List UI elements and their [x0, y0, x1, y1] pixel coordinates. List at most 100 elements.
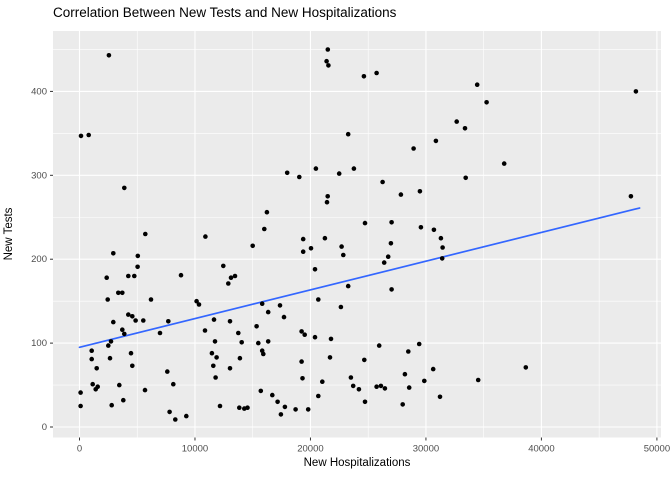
- data-point: [338, 304, 344, 310]
- data-point: [400, 402, 406, 407]
- data-point: [261, 351, 266, 357]
- data-point: [299, 329, 304, 334]
- data-point: [462, 126, 468, 131]
- data-point: [324, 199, 330, 205]
- data-point: [316, 393, 321, 399]
- data-point: [94, 366, 99, 371]
- data-point: [284, 170, 290, 176]
- data-point: [122, 185, 127, 191]
- data-point: [484, 100, 489, 105]
- data-point: [374, 384, 379, 390]
- data-point: [348, 375, 354, 380]
- data-point: [305, 407, 311, 412]
- data-point: [226, 281, 231, 286]
- data-point: [430, 366, 436, 372]
- data-point: [255, 340, 261, 346]
- data-point: [116, 290, 121, 296]
- data-point: [211, 363, 216, 369]
- data-point: [227, 319, 233, 324]
- data-point: [143, 231, 148, 237]
- data-point: [440, 245, 445, 250]
- data-point: [86, 132, 91, 138]
- data-point: [227, 366, 233, 371]
- data-point: [313, 166, 319, 171]
- y-axis-title: New Tests: [3, 207, 15, 261]
- data-point: [142, 387, 148, 393]
- data-point: [270, 392, 275, 398]
- data-point: [111, 251, 116, 256]
- data-point: [361, 74, 367, 79]
- data-point: [378, 383, 384, 389]
- x-axis-title: New Hospitalizations: [303, 457, 411, 469]
- x-tick-label: 10000: [182, 444, 208, 455]
- data-point: [109, 402, 114, 408]
- data-point: [232, 273, 238, 279]
- data-point: [126, 273, 131, 279]
- data-point: [106, 343, 111, 348]
- data-point: [501, 161, 507, 166]
- data-point: [475, 377, 481, 383]
- data-point: [398, 192, 404, 197]
- data-point: [389, 287, 394, 292]
- data-point: [302, 332, 308, 338]
- data-point: [213, 375, 218, 380]
- data-point: [376, 343, 382, 348]
- data-point: [362, 399, 368, 405]
- data-point: [104, 275, 109, 281]
- data-point: [171, 381, 176, 387]
- data-point: [167, 409, 172, 415]
- data-point: [236, 330, 241, 336]
- data-point: [130, 314, 135, 319]
- data-point: [277, 303, 283, 308]
- data-point: [108, 339, 114, 344]
- data-point: [250, 243, 255, 249]
- data-point: [416, 341, 422, 347]
- data-point: [148, 297, 154, 302]
- data-point: [278, 412, 284, 417]
- data-point: [221, 263, 226, 269]
- data-point: [316, 297, 321, 302]
- data-point: [141, 318, 146, 323]
- data-point: [178, 272, 184, 278]
- data-point: [308, 246, 314, 251]
- data-point: [345, 283, 351, 289]
- data-point: [135, 264, 140, 270]
- y-tick-label: 0: [42, 422, 47, 433]
- data-point: [351, 166, 357, 171]
- data-point: [628, 194, 634, 199]
- y-tick-label: 200: [31, 254, 47, 265]
- data-point: [237, 355, 243, 361]
- x-tick-label: 30000: [413, 444, 439, 455]
- data-point: [217, 403, 223, 409]
- data-point: [106, 53, 112, 58]
- data-point: [275, 399, 280, 405]
- data-point: [454, 119, 460, 124]
- data-point: [120, 290, 125, 296]
- data-point: [300, 249, 306, 254]
- data-point: [300, 236, 306, 242]
- data-point: [165, 369, 170, 374]
- data-point: [374, 70, 379, 76]
- data-point: [157, 330, 163, 336]
- data-point: [339, 244, 344, 249]
- data-point: [437, 394, 443, 400]
- data-point: [203, 234, 208, 239]
- data-point: [228, 275, 234, 281]
- data-point: [431, 227, 437, 233]
- data-point: [107, 355, 113, 361]
- data-point: [120, 327, 125, 333]
- data-point: [122, 331, 127, 337]
- data-point: [463, 175, 469, 181]
- plot-title: Correlation Between New Tests and New Ho…: [53, 5, 397, 20]
- data-point: [135, 253, 141, 259]
- data-point: [166, 319, 171, 324]
- data-point: [523, 365, 529, 370]
- data-point: [350, 383, 356, 389]
- data-point: [312, 267, 318, 272]
- data-point: [93, 387, 98, 392]
- data-point: [325, 47, 331, 52]
- data-point: [194, 298, 199, 304]
- data-point: [105, 297, 110, 302]
- data-point: [402, 371, 408, 377]
